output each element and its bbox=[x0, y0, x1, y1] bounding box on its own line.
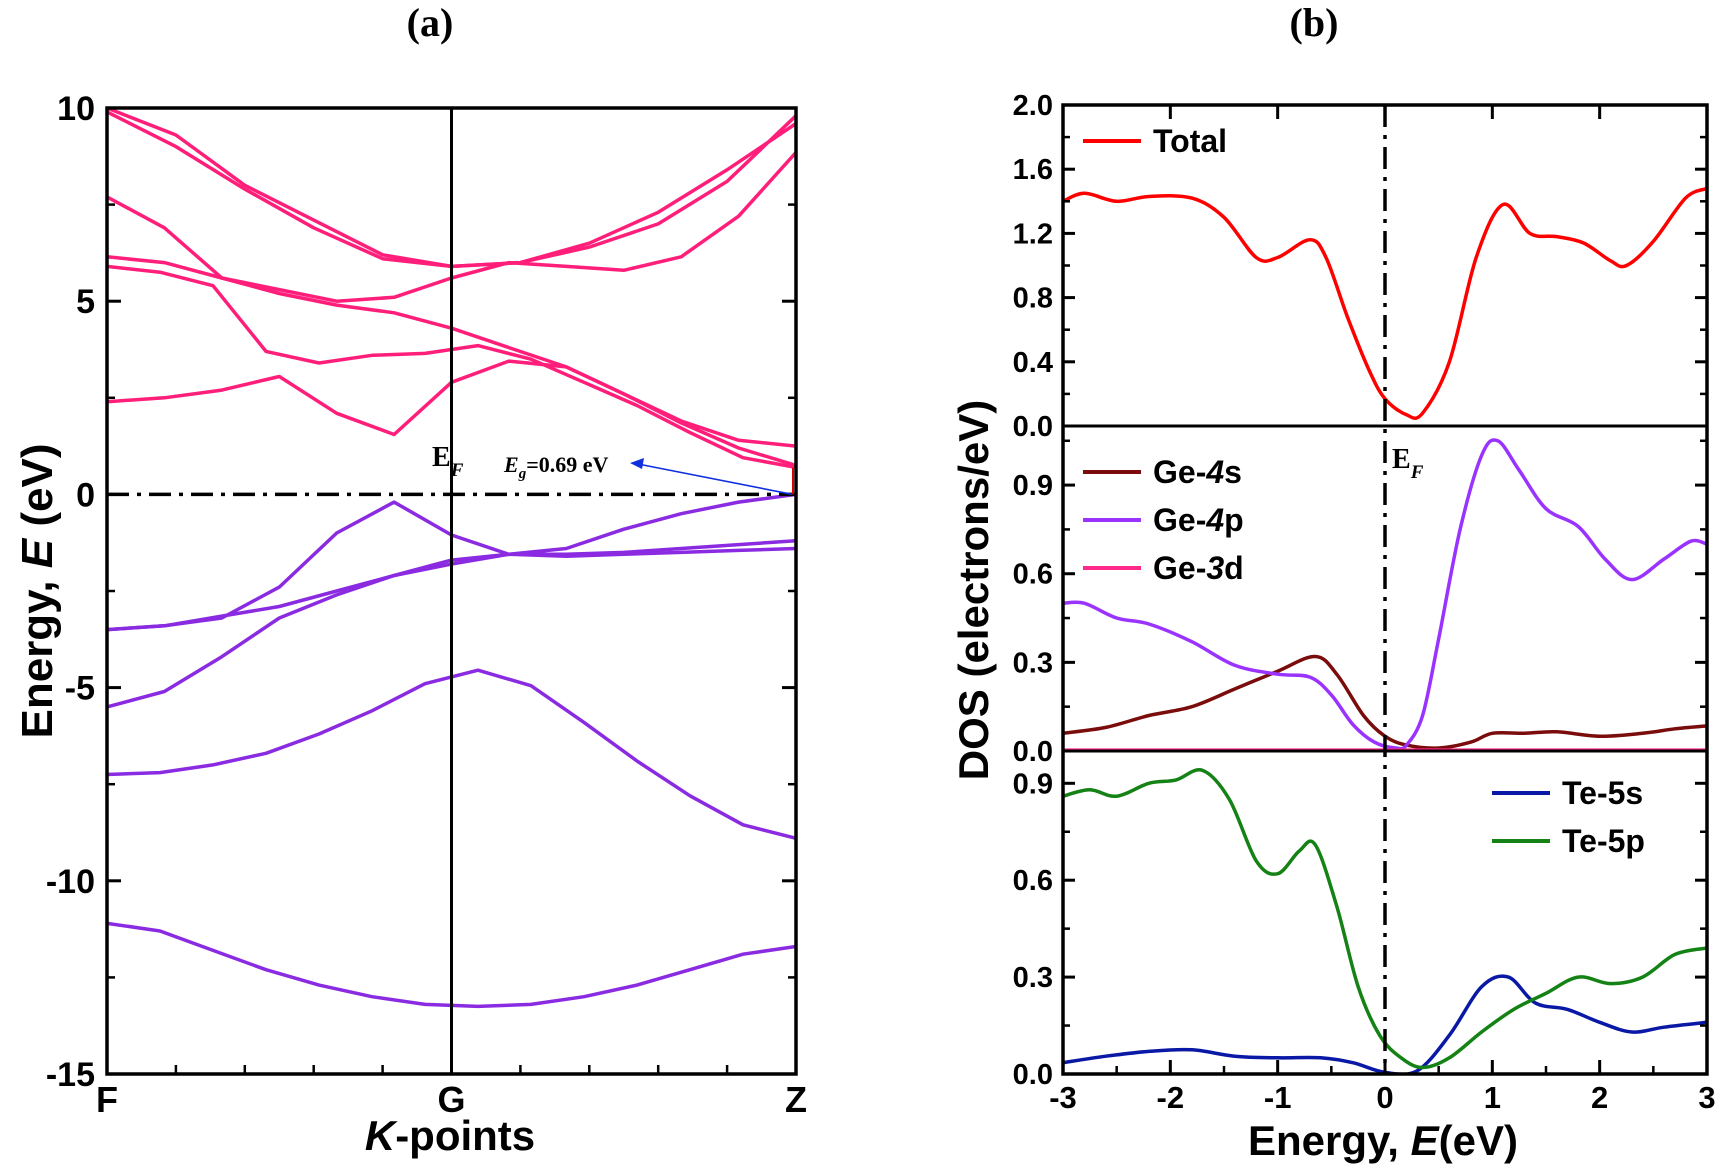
y-tick-label: -10 bbox=[46, 863, 95, 901]
dos-curves bbox=[1063, 105, 1707, 1074]
dos-subplot-1 bbox=[1063, 186, 1707, 420]
y-tick-label: 1.2 bbox=[1013, 218, 1053, 250]
y-tick-label: 0 bbox=[76, 476, 95, 514]
dos-curve bbox=[1063, 654, 1707, 750]
dos-plot: 0.00.40.81.21.62.00.00.30.60.90.00.30.60… bbox=[950, 90, 1716, 1164]
x-tick-label: 2 bbox=[1591, 1080, 1608, 1115]
y-tick-label: 10 bbox=[57, 90, 95, 128]
legend-label: Ge-4s bbox=[1153, 454, 1242, 490]
y-tick-label: 0.9 bbox=[1013, 768, 1053, 800]
y-tick-label: 0.3 bbox=[1013, 962, 1053, 994]
y-tick-label: 1.6 bbox=[1013, 154, 1053, 186]
k-point-label: F bbox=[96, 1079, 118, 1120]
dos-curve bbox=[1063, 186, 1707, 420]
k-point-label: G bbox=[437, 1079, 465, 1120]
dos-curve bbox=[1063, 768, 1707, 1070]
x-tick-label: -3 bbox=[1049, 1080, 1077, 1115]
fermi-label-b: EF bbox=[1392, 444, 1424, 483]
dos-curve bbox=[1063, 974, 1707, 1074]
band-gap-arrow bbox=[630, 458, 794, 496]
dos-subplot-3 bbox=[1063, 768, 1707, 1074]
x-tick-label: 0 bbox=[1376, 1080, 1393, 1115]
dos-curve bbox=[1063, 438, 1707, 751]
panel-b-label: (b) bbox=[1290, 0, 1339, 45]
band-lines bbox=[107, 108, 796, 1074]
x-tick-label: -1 bbox=[1264, 1080, 1292, 1115]
x-axis-label-a: K-points bbox=[365, 1112, 535, 1159]
y-tick-label: -5 bbox=[65, 670, 95, 708]
ticks-b: 0.00.40.81.21.62.00.00.30.60.90.00.30.60… bbox=[1013, 90, 1716, 1115]
band-gap-label: Eg=0.69 eV bbox=[503, 452, 608, 482]
gap-arrow-head bbox=[630, 458, 644, 469]
y-tick-label: 0.6 bbox=[1013, 559, 1053, 591]
legend-label: Ge-4p bbox=[1153, 502, 1244, 538]
y-axis-label-a: Energy, E (eV) bbox=[13, 443, 62, 738]
y-axis-label-b: DOS (electrons/eV) bbox=[950, 400, 997, 780]
x-tick-label: 3 bbox=[1698, 1080, 1715, 1115]
panel-a-label: (a) bbox=[407, 0, 454, 45]
x-axis-label-b: Energy, E(eV) bbox=[1248, 1117, 1518, 1164]
y-ticks-a: -15 -10 -5 0 5 10 bbox=[46, 90, 796, 1094]
legends-b: Total Ge-4s Ge-4p Ge-3d Te-5s Te-5p bbox=[1083, 123, 1645, 859]
y-tick-label: 0.8 bbox=[1013, 283, 1053, 315]
y-tick-label: 2.0 bbox=[1013, 90, 1053, 122]
y-tick-label: -15 bbox=[46, 1056, 95, 1094]
fermi-label-a: EF bbox=[432, 442, 464, 481]
x-tick-label: -2 bbox=[1157, 1080, 1185, 1115]
x-tick-label: 1 bbox=[1484, 1080, 1501, 1115]
y-tick-label: 0.4 bbox=[1013, 347, 1053, 379]
y-tick-label: 5 bbox=[76, 283, 95, 321]
y-tick-label: 0.0 bbox=[1013, 411, 1053, 443]
y-tick-label: 0.0 bbox=[1013, 736, 1053, 768]
y-tick-label: 0.6 bbox=[1013, 865, 1053, 897]
band-structure-plot: -15 -10 -5 0 5 10 F G Z K-points Energy, E (eV)… bbox=[13, 90, 807, 1159]
y-tick-label: 0.0 bbox=[1013, 1059, 1053, 1091]
gap-arrow-line bbox=[637, 463, 793, 496]
y-tick-label: 0.3 bbox=[1013, 647, 1053, 679]
legend-label: Total bbox=[1153, 123, 1227, 159]
k-point-label: Z bbox=[785, 1079, 807, 1120]
y-tick-label: 0.9 bbox=[1013, 470, 1053, 502]
legend-label: Te-5s bbox=[1562, 775, 1643, 811]
legend-label: Te-5p bbox=[1562, 823, 1645, 859]
legend-label: Ge-3d bbox=[1153, 550, 1244, 586]
